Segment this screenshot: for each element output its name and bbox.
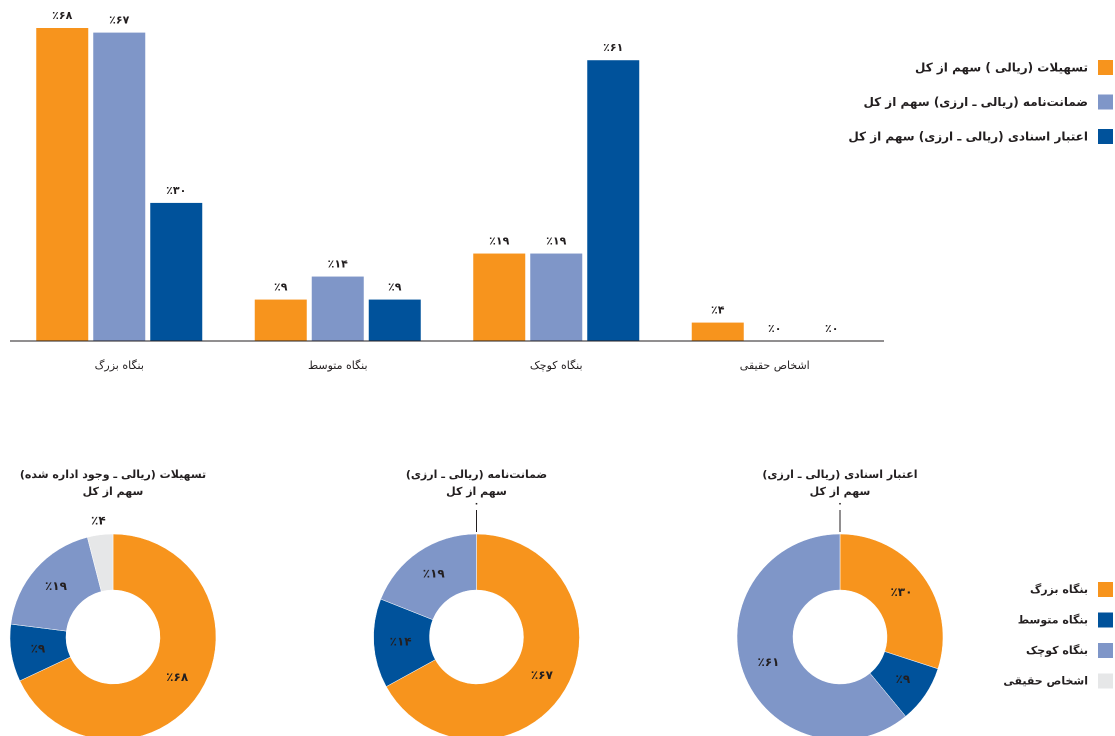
bar	[587, 60, 640, 342]
legend-swatch	[1098, 673, 1113, 689]
value-label: ٪۰	[768, 322, 781, 335]
donut-title: اعتبار اسنادی (ریالی ـ ارزی)	[762, 468, 917, 481]
donut-title: تسهیلات (ریالی ـ وجود اداره شده)	[20, 468, 206, 481]
value-label: ٪۱۴	[328, 258, 348, 271]
legend-label: بنگاه کوچک	[1026, 644, 1088, 657]
legend-label: اشخاص حقیقی	[1003, 675, 1088, 688]
x-tick-label: بنگاه بزرگ	[95, 359, 144, 372]
donut-slice	[385, 533, 580, 736]
value-label: ٪۶۱	[603, 41, 623, 54]
bar	[311, 276, 364, 341]
bar	[150, 202, 203, 341]
value-label: ٪۰	[825, 322, 838, 335]
bar	[368, 299, 421, 341]
x-tick-label: بنگاه کوچک	[530, 359, 583, 372]
value-label: ٪۴	[91, 513, 106, 527]
value-label: ٪۹	[31, 641, 46, 655]
x-tick-label: بنگاه متوسط	[308, 359, 368, 372]
donut-subtitle: سهم از کل	[83, 485, 144, 498]
donut-slice	[380, 533, 477, 621]
bar	[36, 28, 89, 341]
legend-label: تسهیلات (ریالی ) سهم از کل	[915, 61, 1088, 75]
legend-swatch	[1098, 60, 1113, 75]
bar	[473, 253, 526, 341]
value-label: ٪۱۹	[546, 235, 566, 248]
donut-slice	[10, 536, 102, 632]
legend-swatch	[1098, 612, 1113, 628]
value-label: ٪۶۱	[758, 655, 780, 669]
value-label: ٪۶۸	[52, 9, 72, 22]
value-label: ٪۱۹	[423, 567, 446, 581]
legend-label: بنگاه متوسط	[1018, 614, 1088, 627]
legend-swatch	[1098, 129, 1113, 144]
value-label: ٪۹	[896, 672, 911, 686]
donut-slice	[19, 533, 217, 736]
value-label: ٪۳۰	[166, 184, 186, 197]
legend-label: بنگاه بزرگ	[1030, 582, 1088, 596]
donut-title: ضمانت‌نامه (ریالی ـ ارزی)	[406, 468, 547, 481]
donut-subtitle: سهم از کل	[446, 485, 507, 498]
legend-swatch	[1098, 643, 1113, 658]
donut-slice	[87, 533, 114, 592]
bar	[254, 299, 307, 341]
value-label: ٪۹	[388, 281, 402, 294]
legend-swatch	[1098, 582, 1113, 597]
value-label: ۰	[837, 500, 843, 510]
value-label: ۰	[474, 500, 480, 510]
value-label: ٪۶۸	[166, 670, 189, 684]
donut-slice	[736, 533, 907, 736]
legend-label: ضمانت‌نامه (ریالی ـ ارزی) سهم از کل	[863, 95, 1088, 109]
value-label: ٪۱۴	[390, 634, 412, 648]
value-label: ٪۹	[274, 281, 288, 294]
value-label: ٪۳۰	[890, 585, 912, 599]
bar	[530, 253, 583, 341]
legend-label: اعتبار اسنادی (ریالی ـ ارزی) سهم از کل	[848, 130, 1088, 144]
value-label: ٪۶۷	[531, 668, 554, 682]
x-tick-label: اشخاص حقیقی	[740, 359, 810, 372]
value-label: ٪۴	[711, 304, 725, 317]
value-label: ٪۶۷	[109, 14, 129, 27]
donut-slice	[839, 533, 944, 670]
legend-swatch	[1098, 94, 1113, 110]
bar	[93, 32, 146, 342]
donut-subtitle: سهم از کل	[810, 485, 871, 498]
value-label: ٪۱۹	[489, 235, 509, 248]
bar	[691, 322, 744, 341]
value-label: ٪۱۹	[45, 579, 68, 593]
